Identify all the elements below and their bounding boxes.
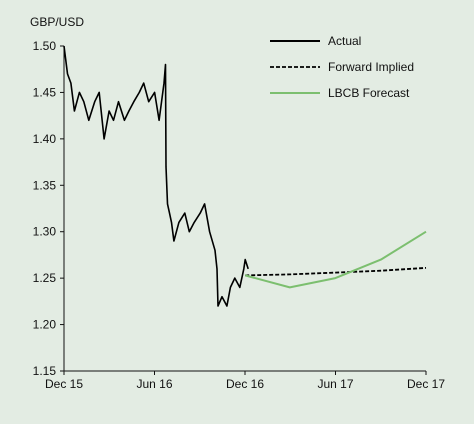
series-line-0 — [63, 45, 249, 307]
y-tick-label: 1.30 — [33, 225, 57, 239]
y-unit-label: GBP/USD — [30, 15, 84, 29]
series-lines — [63, 45, 427, 307]
y-tick-label: 1.40 — [33, 132, 57, 146]
y-tick-label: 1.35 — [33, 178, 57, 192]
y-tick-label: 1.25 — [33, 271, 57, 285]
x-tick-label: Jun 16 — [136, 377, 172, 391]
y-tick-label: 1.45 — [33, 85, 57, 99]
legend-label: LBCB Forecast — [328, 86, 410, 100]
x-tick-label: Dec 16 — [226, 377, 264, 391]
legend-label: Forward Implied — [328, 60, 414, 74]
series-line-1 — [245, 267, 427, 277]
axes: 1.15 1.20 1.25 1.30 1.35 1.40 1.45 1.50 Dec 15 Ju… — [33, 39, 446, 391]
y-tick-label: 1.50 — [33, 39, 57, 53]
x-tick-label: Jun 17 — [317, 377, 353, 391]
x-tick-label: Dec 17 — [407, 377, 445, 391]
y-tick-label: 1.15 — [33, 364, 57, 378]
legend: Actual Forward Implied LBCB Forecast — [270, 34, 414, 100]
x-tick-label: Dec 15 — [45, 377, 83, 391]
legend-label: Actual — [328, 34, 361, 48]
series-line-2 — [244, 230, 427, 289]
y-tick-label: 1.20 — [33, 318, 57, 332]
